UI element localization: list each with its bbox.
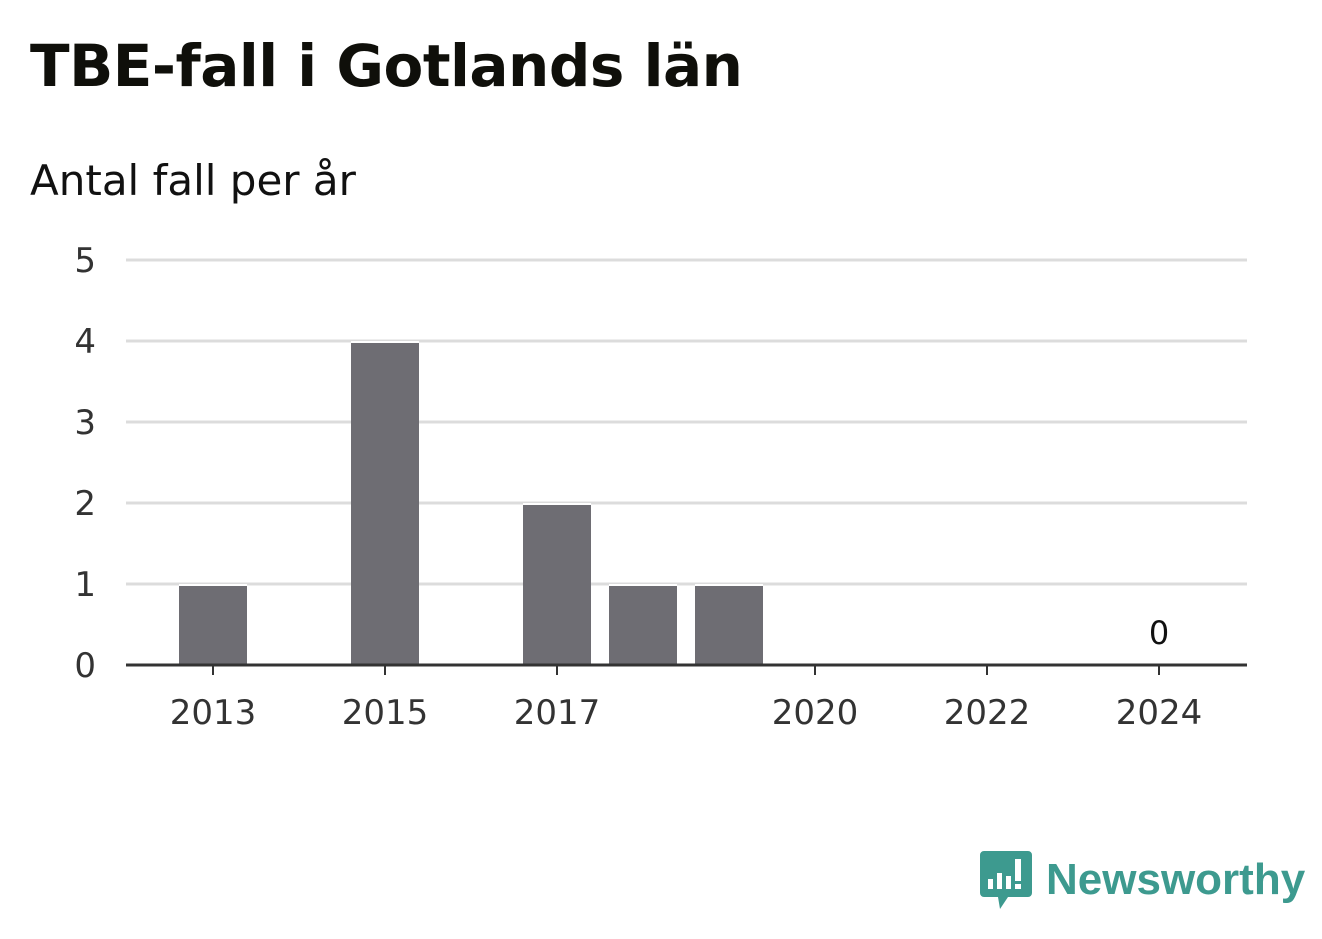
bar bbox=[695, 584, 763, 665]
brand-logo: Newsworthy bbox=[980, 848, 1305, 912]
x-tick-label: 2022 bbox=[944, 693, 1031, 733]
gridlines bbox=[126, 258, 1247, 586]
x-tick-label: 2013 bbox=[170, 693, 257, 733]
y-tick-label: 4 bbox=[74, 322, 96, 362]
bar bbox=[351, 341, 419, 665]
y-tick-label: 2 bbox=[74, 484, 96, 524]
chart-title: TBE-fall i Gotlands län bbox=[30, 32, 743, 100]
y-tick-label: 3 bbox=[74, 403, 96, 443]
x-tick-label: 2017 bbox=[514, 693, 601, 733]
y-tick-label: 0 bbox=[74, 646, 96, 686]
bar bbox=[523, 503, 591, 665]
bar-chart-speech-bubble-icon bbox=[980, 851, 1032, 909]
labels: 0 1 2 3 4 5 2013 2015 2017 2020 2022 2024 0 bbox=[74, 241, 1202, 733]
data-label: 0 bbox=[1149, 614, 1169, 652]
bar bbox=[179, 584, 247, 665]
x-tick-label: 2015 bbox=[342, 693, 429, 733]
brand-name: Newsworthy bbox=[1046, 855, 1306, 904]
bar bbox=[609, 584, 677, 665]
bars bbox=[179, 341, 763, 665]
y-tick-label: 5 bbox=[74, 241, 96, 281]
chart-subtitle: Antal fall per år bbox=[30, 156, 356, 205]
x-tick-label: 2024 bbox=[1116, 693, 1203, 733]
axes bbox=[126, 663, 1247, 675]
y-tick-label: 1 bbox=[74, 565, 96, 605]
x-tick-label: 2020 bbox=[772, 693, 859, 733]
